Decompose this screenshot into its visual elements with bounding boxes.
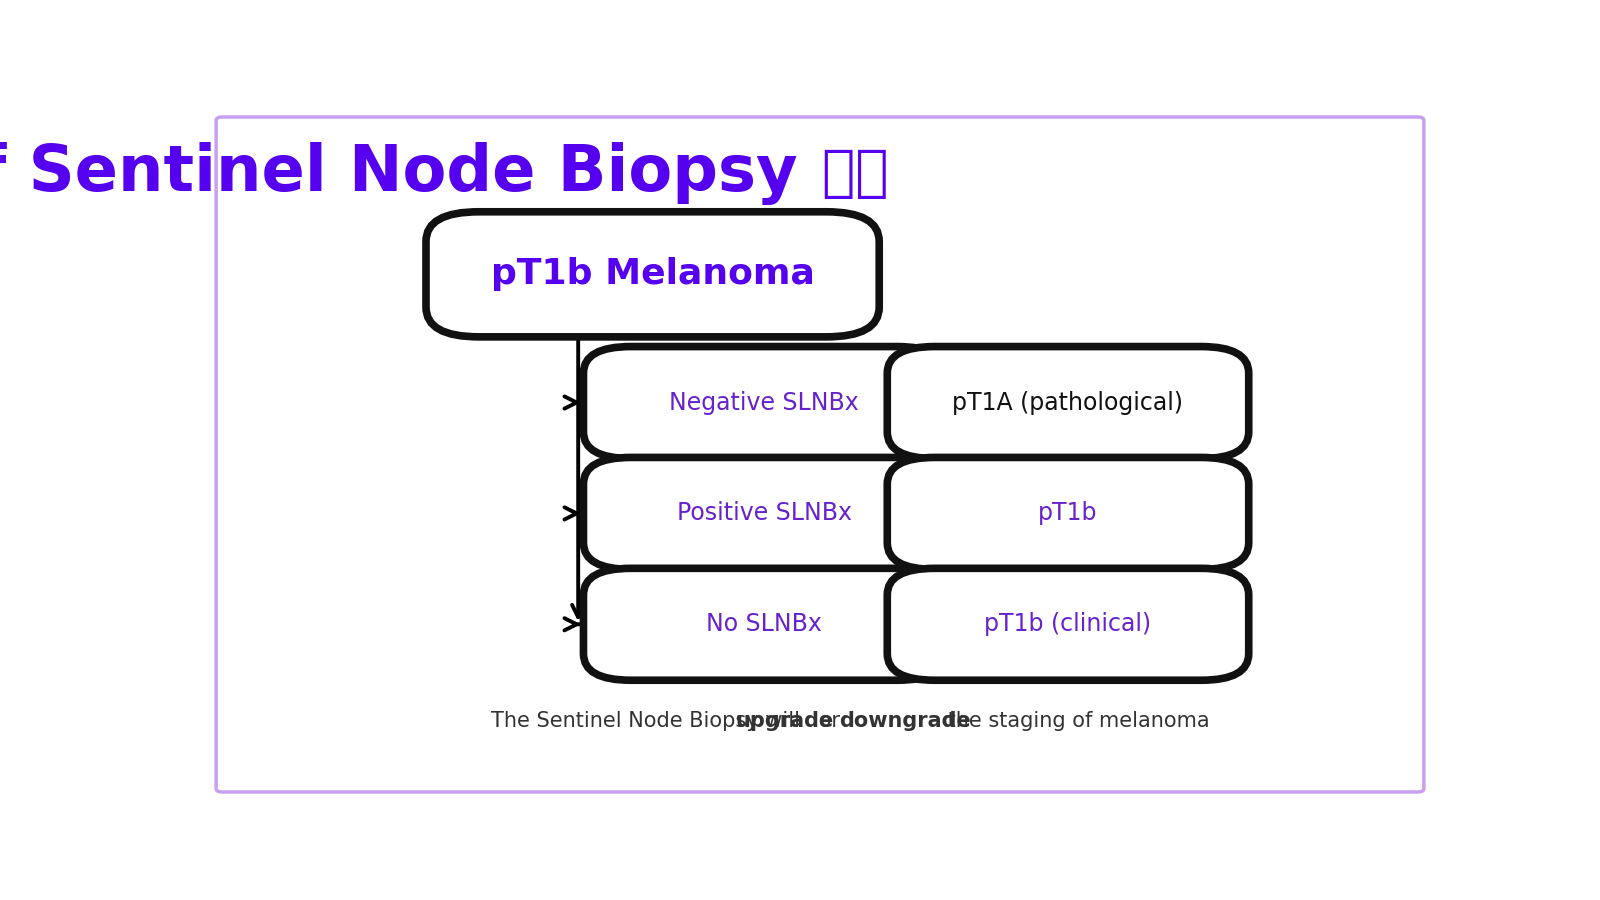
Text: 🧑‍🦺: 🧑‍🦺 [822,147,890,201]
Text: pT1b Melanoma: pT1b Melanoma [491,257,814,292]
Text: upgrade: upgrade [736,711,834,732]
Text: Positive SLNBx: Positive SLNBx [677,501,851,526]
Text: downgrade: downgrade [838,711,970,732]
FancyBboxPatch shape [216,117,1424,792]
Text: pT1A (pathological): pT1A (pathological) [952,391,1184,415]
FancyBboxPatch shape [426,212,880,337]
Text: the staging of melanoma: the staging of melanoma [941,711,1210,732]
Text: pT1b: pT1b [1038,501,1098,526]
Text: The Sentinel Node Biopsy will: The Sentinel Node Biopsy will [491,711,806,732]
Text: Role of Sentinel Node Biopsy: Role of Sentinel Node Biopsy [0,142,819,205]
FancyBboxPatch shape [584,457,946,570]
Text: Negative SLNBx: Negative SLNBx [669,391,859,415]
Text: pT1b (clinical): pT1b (clinical) [984,612,1152,636]
FancyBboxPatch shape [584,568,946,680]
FancyBboxPatch shape [888,457,1248,570]
Text: or: or [811,711,846,732]
FancyBboxPatch shape [888,346,1248,458]
FancyBboxPatch shape [888,568,1248,680]
FancyBboxPatch shape [584,346,946,458]
Text: No SLNBx: No SLNBx [706,612,822,636]
